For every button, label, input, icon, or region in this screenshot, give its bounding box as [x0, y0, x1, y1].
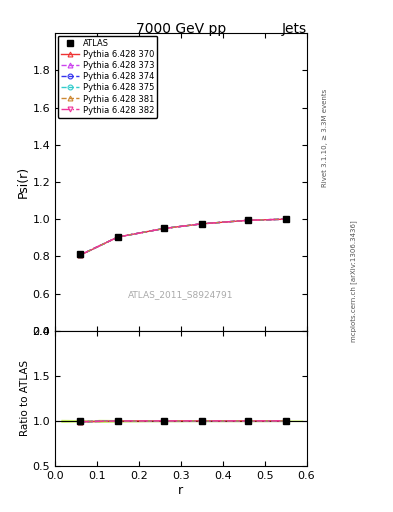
Pythia 6.428 382	[199, 221, 204, 227]
Line: Pythia 6.428 381: Pythia 6.428 381	[78, 217, 288, 258]
Pythia 6.428 370	[162, 225, 166, 231]
Line: Pythia 6.428 373: Pythia 6.428 373	[78, 217, 288, 258]
Pythia 6.428 381	[78, 252, 83, 258]
Pythia 6.428 370	[78, 252, 83, 259]
Pythia 6.428 374	[116, 234, 120, 240]
Pythia 6.428 381	[162, 225, 166, 231]
Line: Pythia 6.428 375: Pythia 6.428 375	[78, 217, 288, 258]
Pythia 6.428 382	[246, 217, 250, 223]
Pythia 6.428 381	[283, 216, 288, 222]
Pythia 6.428 375	[283, 216, 288, 222]
Pythia 6.428 374	[78, 252, 83, 258]
Pythia 6.428 373	[78, 252, 83, 258]
Pythia 6.428 373	[199, 221, 204, 227]
Pythia 6.428 381	[116, 234, 120, 240]
Line: Pythia 6.428 374: Pythia 6.428 374	[78, 217, 288, 258]
X-axis label: r: r	[178, 483, 184, 497]
Pythia 6.428 370	[246, 217, 250, 223]
Pythia 6.428 370	[283, 216, 288, 222]
Pythia 6.428 370	[116, 234, 120, 240]
Pythia 6.428 382	[116, 234, 120, 240]
Pythia 6.428 374	[246, 217, 250, 223]
Pythia 6.428 375	[246, 217, 250, 223]
Pythia 6.428 373	[162, 225, 166, 231]
Pythia 6.428 370	[199, 221, 204, 227]
Pythia 6.428 375	[116, 234, 120, 240]
Text: 7000 GeV pp: 7000 GeV pp	[136, 22, 226, 36]
Pythia 6.428 381	[246, 217, 250, 223]
Line: Pythia 6.428 370: Pythia 6.428 370	[78, 217, 288, 258]
Pythia 6.428 382	[162, 225, 166, 231]
Line: Pythia 6.428 382: Pythia 6.428 382	[78, 217, 288, 258]
Pythia 6.428 373	[116, 234, 120, 240]
Pythia 6.428 374	[199, 221, 204, 227]
Text: mcplots.cern.ch [arXiv:1306.3436]: mcplots.cern.ch [arXiv:1306.3436]	[350, 221, 356, 343]
Pythia 6.428 374	[162, 225, 166, 231]
Y-axis label: Psi(r): Psi(r)	[17, 166, 29, 198]
Text: Jets: Jets	[281, 22, 307, 36]
Pythia 6.428 375	[162, 225, 166, 231]
Pythia 6.428 375	[78, 252, 83, 258]
Text: Rivet 3.1.10, ≥ 3.3M events: Rivet 3.1.10, ≥ 3.3M events	[322, 89, 328, 187]
Pythia 6.428 375	[199, 221, 204, 227]
Y-axis label: Ratio to ATLAS: Ratio to ATLAS	[20, 360, 29, 436]
Pythia 6.428 382	[283, 216, 288, 222]
Pythia 6.428 382	[78, 252, 83, 258]
Legend: ATLAS, Pythia 6.428 370, Pythia 6.428 373, Pythia 6.428 374, Pythia 6.428 375, P: ATLAS, Pythia 6.428 370, Pythia 6.428 37…	[57, 36, 157, 118]
Pythia 6.428 374	[283, 216, 288, 222]
Pythia 6.428 373	[283, 216, 288, 222]
Pythia 6.428 381	[199, 221, 204, 227]
Pythia 6.428 373	[246, 217, 250, 223]
Text: ATLAS_2011_S8924791: ATLAS_2011_S8924791	[128, 290, 233, 300]
